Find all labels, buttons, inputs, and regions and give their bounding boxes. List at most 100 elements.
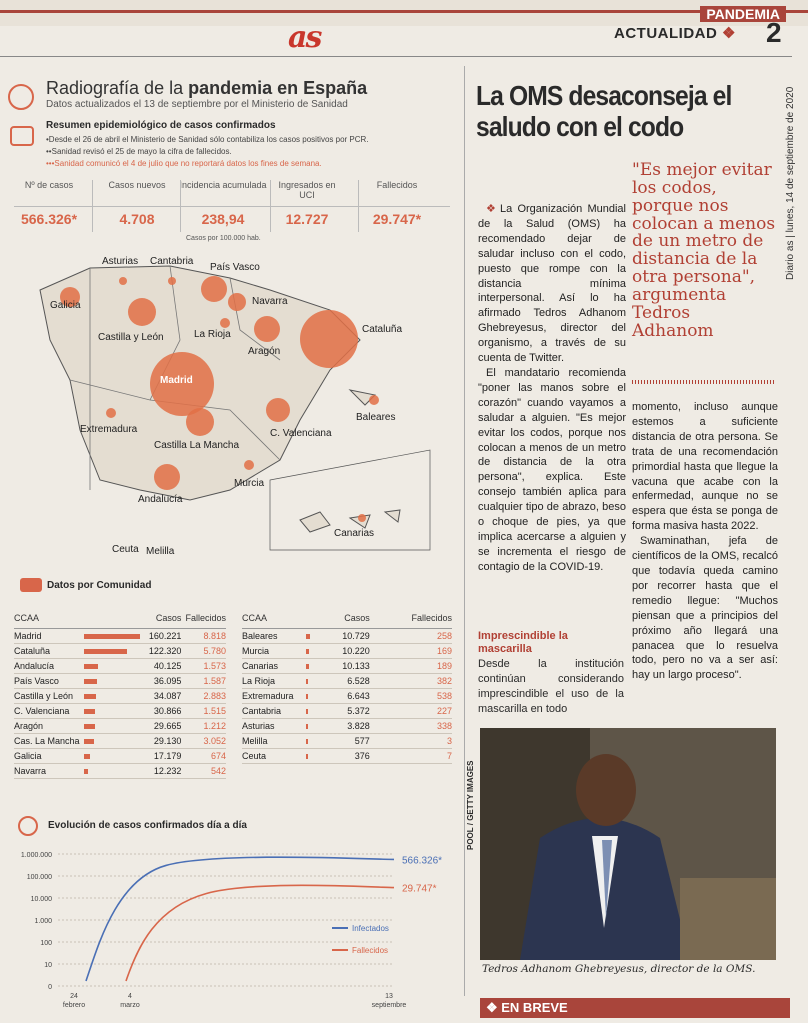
bubble-baleares [369, 395, 379, 405]
ccaa-row: Cantabria 5.372 227 [242, 703, 452, 719]
portrait-photo [480, 728, 776, 960]
legend-label: Infectados [352, 924, 389, 933]
bubble-galicia [60, 287, 80, 307]
ccaa-deaths: 542 [181, 763, 226, 779]
bubble-cantabria [168, 277, 176, 285]
cases-bar-cell [84, 688, 146, 704]
y-tick-label: 1.000 [34, 918, 52, 925]
ccaa-deaths: 5.780 [181, 643, 226, 659]
legend-label: Fallecidos [352, 946, 388, 955]
ccaa-cases: 36.095 [145, 673, 182, 689]
cases-bar-cell [84, 748, 146, 764]
ccaa-deaths: 3 [369, 733, 452, 749]
cases-bar-cell [306, 718, 314, 734]
top-bar [0, 0, 808, 26]
ccaa-cases: 40.125 [145, 658, 182, 674]
cases-bar-cell [306, 748, 314, 764]
ccaa-row: Melilla 577 3 [242, 733, 452, 749]
stat-label: Nº de casos [24, 180, 74, 190]
ccaa-row: Galicia 17.179 674 [14, 748, 226, 764]
ccaa-name: La Rioja [242, 673, 306, 689]
bubble-c-valenciana [266, 398, 290, 422]
header-divider [0, 56, 792, 57]
ccaa-name: Cas. La Mancha [14, 733, 84, 749]
ccaa-row: Canarias 10.133 189 [242, 658, 452, 674]
bubble-madrid [150, 352, 214, 416]
ccaa-cases: 34.087 [145, 688, 182, 704]
ccaa-table-left: CCAA Casos Fallecidos Madrid 160.221 8.818 Ca… [14, 608, 226, 779]
ccaa-deaths: 3.052 [181, 733, 226, 749]
ccaa-row: Extremadura 6.643 538 [242, 688, 452, 704]
series-end-label: 29.747* [402, 884, 437, 895]
map-label: C. Valenciana [270, 428, 332, 439]
bubble-castilla-la-mancha [186, 408, 214, 436]
ccaa-name: Andalucía [14, 658, 84, 674]
ccaa-name: Extremadura [242, 688, 306, 704]
bubble-la-rioja [220, 318, 230, 328]
cases-bar-cell [84, 763, 146, 779]
ccaa-cases: 5.372 [313, 703, 370, 719]
x-tick-label: 13 [385, 993, 393, 1000]
map-label: Asturias [102, 256, 139, 267]
cases-bar [84, 768, 89, 774]
ccaa-name: Canarias [242, 658, 306, 674]
stat-value: 4.708 [119, 211, 155, 227]
ccaa-cases: 10.133 [313, 658, 370, 674]
stat-divider [358, 180, 359, 232]
map-label: Baleares [356, 412, 396, 423]
x-tick-label: febrero [63, 1002, 85, 1009]
map-label: Castilla La Mancha [154, 440, 240, 451]
cases-bar-cell [84, 703, 146, 719]
ccaa-row: Ceuta 376 7 [242, 748, 452, 764]
stat-value: 566.326* [20, 211, 78, 227]
ccaa-deaths: 1.212 [181, 718, 226, 734]
ccaa-name: Castilla y León [14, 688, 84, 704]
y-tick-label: 0 [48, 984, 52, 991]
map-label: Andalucía [138, 494, 183, 505]
stat-value: 238,94 [201, 211, 245, 227]
summary-title: Resumen epidemiológico de casos confirma… [46, 120, 276, 131]
ccaa-cases: 3.828 [313, 718, 370, 734]
infographic-subtitle: Datos actualizados el 13 de septiembre p… [46, 99, 348, 110]
map-label: Madrid [160, 375, 193, 386]
series-line-fallecidos [125, 884, 395, 982]
ccaa-deaths: 7 [369, 748, 452, 764]
cases-bar-cell [306, 673, 314, 689]
ccaa-deaths: 382 [369, 673, 452, 689]
ccaa-row: Cas. La Mancha 29.130 3.052 [14, 733, 226, 749]
bubble-canarias [358, 514, 366, 522]
article-subhead: Imprescindible la mascarilla [478, 630, 568, 655]
ccaa-row: Madrid 160.221 8.818 [14, 628, 226, 644]
article-headline: La OMS desaconseja el saludo con el codo [476, 80, 732, 143]
ccaa-cases: 10.220 [313, 643, 370, 659]
ccaa-deaths: 338 [369, 718, 452, 734]
ccaa-cases: 6.643 [313, 688, 370, 704]
ccaa-name: Melilla [242, 733, 306, 749]
x-tick-label: septiembre [372, 1002, 407, 1009]
note: •••Sanidad comunicó el 4 de julio que no… [46, 159, 322, 168]
ccaa-cases: 29.665 [145, 718, 182, 734]
ccaa-row: País Vasco 36.095 1.587 [14, 673, 226, 689]
ccaa-deaths: 258 [369, 628, 452, 644]
cases-bar-cell [84, 658, 146, 674]
ccaa-cases: 12.232 [145, 763, 182, 779]
stat-note: Casos por 100.000 hab. [186, 235, 261, 242]
ccaa-deaths: 1.515 [181, 703, 226, 719]
photo-illustration [480, 728, 776, 960]
stat-divider [92, 180, 93, 232]
y-tick-label: 100.000 [27, 874, 52, 881]
x-tick-label: 4 [128, 993, 132, 1000]
map-label: Canarias [334, 528, 375, 539]
cases-bar-cell [306, 628, 314, 644]
ccaa-cases: 6.528 [313, 673, 370, 689]
stat-label: Ingresados en UCI [278, 180, 336, 200]
cases-bar [306, 708, 308, 714]
stat-label: Fallecidos [376, 180, 418, 190]
ccaa-row: La Rioja 6.528 382 [242, 673, 452, 689]
evolution-title: Evolución de casos confirmados día a día [48, 820, 247, 831]
cases-bar-cell [84, 673, 146, 689]
photo-credit: POOL / GETTY IMAGES [466, 760, 475, 851]
x-tick-label: marzo [120, 1002, 140, 1009]
bubble-asturias [119, 277, 127, 285]
virus-icon [18, 816, 38, 836]
